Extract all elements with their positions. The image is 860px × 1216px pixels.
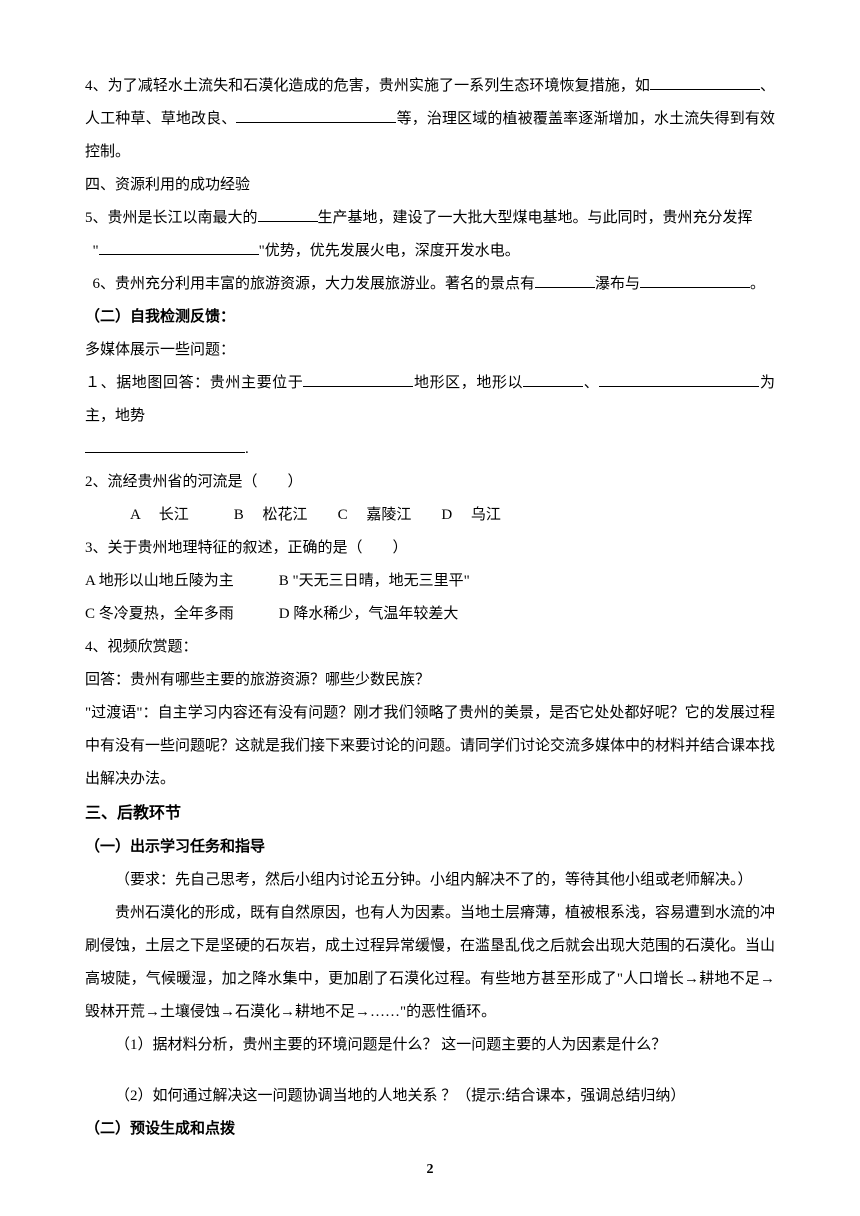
blank-q6-2	[640, 273, 750, 288]
self-q1-line2: .	[85, 433, 775, 466]
transition-text: "过渡语"：自主学习内容还有没有问题？刚才我们领略了贵州的美景，是否它处处都好呢…	[85, 697, 775, 796]
task-requirement: （要求：先自己思考，然后小组内讨论五分钟。小组内解决不了的，等待其他小组或老师解…	[85, 864, 775, 897]
sq3-opt-d: D 降水稀少，气温年较差大	[279, 606, 459, 622]
sq1-t1: １、据地图回答：贵州主要位于	[85, 375, 303, 391]
task-title: （一）出示学习任务和指导	[85, 831, 775, 864]
self-test-title: （二）自我检测反馈：	[85, 301, 775, 334]
self-q2-options: A 长江 B 松花江 C 嘉陵江 D 乌江	[85, 499, 775, 532]
q4-text-1: 4、为了减轻水土流失和石漠化造成的危害，贵州实施了一系列生态环境恢复措施，如	[85, 78, 650, 94]
page-number: 2	[0, 1155, 860, 1186]
question-4: 4、为了减轻水土流失和石漠化造成的危害，贵州实施了一系列生态环境恢复措施，如、人…	[85, 70, 775, 169]
sq2-opt-b: B 松花江	[234, 507, 308, 523]
question-5-line2: ""优势，优先发展火电，深度开发水电。	[85, 235, 775, 268]
task-q2: （2）如何通过解决这一问题协调当地的人地关系 ？（提示:结合课本，强调总结归纳）	[85, 1080, 775, 1113]
blank-q4-1	[650, 75, 760, 90]
task-q1: （1）据材料分析，贵州主要的环境问题是什么？ 这一问题主要的人为因素是什么？	[85, 1029, 775, 1062]
self-q2-stem: 2、流经贵州省的河流是（ ）	[85, 466, 775, 499]
spacer	[85, 1062, 775, 1080]
q5-text-3: 优势，优先发展火电，深度开发水电。	[265, 243, 520, 259]
sq2-opt-d: D 乌江	[441, 507, 501, 523]
q6-text-2: 瀑布与	[595, 276, 640, 292]
sq1-t2: 地形区，地形以	[413, 375, 523, 391]
blank-q5-1	[258, 207, 318, 222]
sq2-opt-a: A 长江	[130, 507, 189, 523]
sq3-opt-b: B "天无三日晴，地无三里平"	[279, 573, 470, 589]
preset-title: （二）预设生成和点拨	[85, 1113, 775, 1146]
blank-q5-2	[99, 240, 259, 255]
sq1-t3: 、	[583, 375, 599, 391]
self-q3-stem: 3、关于贵州地理特征的叙述，正确的是（ ）	[85, 532, 775, 565]
media-display-text: 多媒体展示一些问题：	[85, 334, 775, 367]
task-body: 贵州石漠化的形成，既有自然原因，也有人为因素。当地土层瘠薄，植被根系浅，容易遭到…	[85, 897, 775, 1029]
sq1-dot: .	[245, 441, 249, 457]
question-6: 6、贵州充分利用丰富的旅游资源，大力发展旅游业。著名的景点有 瀑布与 。	[85, 268, 775, 301]
post-teach-title: 三、后教环节	[85, 796, 775, 831]
sq2-opt-c: C 嘉陵江	[338, 507, 412, 523]
q5-text-2: 生产基地，建设了一大批大型煤电基地。与此同时，贵州充分发挥	[318, 210, 753, 226]
self-q3-options-row1: A 地形以山地丘陵为主 B "天无三日晴，地无三里平"	[85, 565, 775, 598]
q5-text-1: 5、贵州是长江以南最大的	[85, 210, 258, 226]
blank-q4-2	[236, 108, 396, 123]
q6-text-3: 。	[750, 276, 765, 292]
self-q4-title: 4、视频欣赏题：	[85, 631, 775, 664]
blank-q6-1	[535, 273, 595, 288]
blank-sq1-3	[599, 372, 759, 387]
section-4-title: 四、资源利用的成功经验	[85, 169, 775, 202]
self-q4-answer: 回答：贵州有哪些主要的旅游资源？哪些少数民族？	[85, 664, 775, 697]
q6-text-1: 6、贵州充分利用丰富的旅游资源，大力发展旅游业。著名的景点有	[93, 276, 536, 292]
question-5: 5、贵州是长江以南最大的 生产基地，建设了一大批大型煤电基地。与此同时，贵州充分发…	[85, 202, 775, 235]
sq3-opt-a: A 地形以山地丘陵为主	[85, 573, 234, 589]
blank-sq1-1	[303, 372, 413, 387]
self-q1: １、据地图回答：贵州主要位于地形区，地形以、为主，地势	[85, 367, 775, 433]
self-q3-options-row2: C 冬冷夏热，全年多雨 D 降水稀少，气温年较差大	[85, 598, 775, 631]
blank-sq1-2	[523, 372, 583, 387]
blank-sq1-4	[85, 438, 245, 453]
sq3-opt-c: C 冬冷夏热，全年多雨	[85, 606, 234, 622]
